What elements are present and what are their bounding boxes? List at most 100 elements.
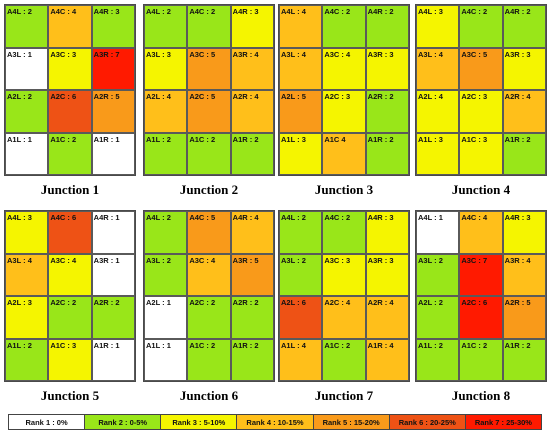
grid-cell: A3R : 3	[502, 47, 546, 90]
grid-cell: A4C : 6	[48, 211, 92, 254]
grid-cell: A3L : 4	[279, 47, 323, 90]
grid-cell: A1R : 1	[91, 338, 135, 381]
junction-title: Junction 1	[40, 182, 100, 197]
grid-cell: A1R : 2	[365, 132, 409, 175]
grid-cell: A1C 4	[322, 132, 366, 175]
grid-cell: A3R : 5	[230, 253, 274, 296]
junction-title: Junction 6	[179, 388, 239, 403]
grid-cell: A4C : 5	[187, 211, 231, 254]
junction-title: Junction 2	[179, 182, 239, 197]
grid-cell: A4R : 3	[91, 5, 135, 48]
grid-cell: A1L : 2	[416, 338, 460, 381]
grid-cell: A2L : 3	[5, 296, 49, 339]
junction-grid: A4L : 2 A4C : 2 A4R : 3 A3L : 3 A3C : 5 A3R :…	[143, 4, 275, 176]
legend-rank-1: Rank 1 : 0%	[9, 415, 86, 429]
grid-cell: A1L : 1	[5, 132, 49, 175]
grid-cell: A2R : 2	[365, 90, 409, 133]
grid-cell: A2R : 4	[502, 90, 546, 133]
grid-cell: A1C : 3	[48, 338, 92, 381]
grid-cell: A3C : 4	[322, 47, 366, 90]
grid-cell: A3L : 2	[144, 253, 188, 296]
grid-cell: A4C : 4	[48, 5, 92, 48]
grid-cell: A4C : 2	[459, 5, 503, 48]
grid-cell: A1L : 4	[279, 338, 323, 381]
grid-cell: A3R : 4	[230, 47, 274, 90]
junction-1: A4L : 2 A4C : 4 A4R : 3 A3L : 1 A3C : 3 A3R :…	[4, 4, 136, 197]
legend-rank-2: Rank 2 : 0-5%	[85, 415, 162, 429]
grid-cell: A3C : 5	[459, 47, 503, 90]
junction-grid: A4L : 3 A4C : 2 A4R : 2 A3L : 4 A3C : 5 A3R :…	[415, 4, 547, 176]
grid-cell: A2L : 2	[416, 296, 460, 339]
junction-grid: A4L : 3 A4C : 6 A4R : 1 A3L : 4 A3C : 4 A3R :…	[4, 210, 136, 382]
grid-cell: A3L : 2	[279, 253, 323, 296]
junction-title: Junction 7	[314, 388, 374, 403]
grid-cell: A2R : 2	[91, 296, 135, 339]
grid-cell: A2L : 2	[5, 90, 49, 133]
junction-grid: A4L : 2 A4C : 4 A4R : 3 A3L : 1 A3C : 3 A3R :…	[4, 4, 136, 176]
grid-cell: A4R : 2	[365, 5, 409, 48]
grid-cell: A2C : 3	[459, 90, 503, 133]
grid-cell: A3L : 4	[5, 253, 49, 296]
grid-cell: A4C : 4	[459, 211, 503, 254]
grid-cell: A4L : 4	[279, 5, 323, 48]
junction-6: A4L : 2 A4C : 5 A4R : 4 A3L : 2 A3C : 4 A3R :…	[143, 210, 275, 403]
grid-cell: A4L : 3	[5, 211, 49, 254]
grid-cell: A3R : 3	[365, 47, 409, 90]
grid-cell: A4R : 3	[230, 5, 274, 48]
grid-cell: A3C : 3	[322, 253, 366, 296]
grid-cell: A2C : 6	[459, 296, 503, 339]
legend-rank-5: Rank 5 : 15-20%	[313, 415, 390, 429]
grid-cell: A1L : 3	[416, 132, 460, 175]
grid-cell: A3R : 4	[502, 253, 546, 296]
junction-8: A4L : 1 A4C : 4 A4R : 3 A3L : 2 A3C : 7 A3R :…	[415, 210, 547, 403]
grid-cell: A1L : 3	[279, 132, 323, 175]
junction-title: Junction 3	[314, 182, 374, 197]
junction-grid: A4L : 1 A4C : 4 A4R : 3 A3L : 2 A3C : 7 A3R :…	[415, 210, 547, 382]
grid-cell: A2R : 5	[91, 90, 135, 133]
grid-cell: A3L : 1	[5, 47, 49, 90]
junction-grid: A4L : 2 A4C : 5 A4R : 4 A3L : 2 A3C : 4 A3R :…	[143, 210, 275, 382]
legend-rank-7: Rank 7 : 25-30%	[465, 415, 541, 429]
grid-cell: A2L : 4	[144, 90, 188, 133]
legend-rank-3: Rank 3 : 5-10%	[161, 415, 238, 429]
grid-cell: A1C : 2	[459, 338, 503, 381]
grid-cell: A4R : 1	[91, 211, 135, 254]
junction-title: Junction 5	[40, 388, 100, 403]
grid-cell: A1L : 1	[144, 338, 188, 381]
grid-cell: A4C : 2	[187, 5, 231, 48]
grid-cell: A1L : 2	[144, 132, 188, 175]
grid-cell: A2R : 2	[230, 296, 274, 339]
junction-5: A4L : 3 A4C : 6 A4R : 1 A3L : 4 A3C : 4 A3R :…	[4, 210, 136, 403]
grid-cell: A2R : 4	[230, 90, 274, 133]
junction-4: A4L : 3 A4C : 2 A4R : 2 A3L : 4 A3C : 5 A3R :…	[415, 4, 547, 197]
grid-cell: A4L : 2	[144, 211, 188, 254]
grid-cell: A3L : 2	[416, 253, 460, 296]
grid-cell: A2L : 1	[144, 296, 188, 339]
grid-cell: A4C : 2	[322, 5, 366, 48]
grid-cell: A2R : 5	[502, 296, 546, 339]
grid-cell: A4L : 2	[279, 211, 323, 254]
grid-cell: A3L : 4	[416, 47, 460, 90]
grid-cell: A3R : 3	[365, 253, 409, 296]
grid-cell: A1R : 2	[230, 338, 274, 381]
legend-rank-6: Rank 6 : 20-25%	[389, 415, 466, 429]
grid-cell: A3C : 5	[187, 47, 231, 90]
grid-cell: A3L : 3	[144, 47, 188, 90]
grid-cell: A2C : 3	[322, 90, 366, 133]
grid-cell: A2C : 2	[187, 296, 231, 339]
grid-cell: A1C : 2	[322, 338, 366, 381]
grid-cell: A2R : 4	[365, 296, 409, 339]
grid-cell: A1C : 2	[48, 132, 92, 175]
grid-cell: A1R : 2	[502, 338, 546, 381]
grid-cell: A4R : 3	[365, 211, 409, 254]
grid-cell: A3C : 4	[187, 253, 231, 296]
grid-cell: A4R : 3	[502, 211, 546, 254]
grid-cell: A4L : 2	[144, 5, 188, 48]
grid-cell: A2C : 4	[322, 296, 366, 339]
grid-cell: A1C : 2	[187, 132, 231, 175]
grid-cell: A1R : 4	[365, 338, 409, 381]
grid-cell: A4C : 2	[322, 211, 366, 254]
junction-grid: A4L : 4 A4C : 2 A4R : 2 A3L : 4 A3C : 4 A3R :…	[278, 4, 410, 176]
junction-title: Junction 8	[451, 388, 511, 403]
junction-3: A4L : 4 A4C : 2 A4R : 2 A3L : 4 A3C : 4 A3R :…	[278, 4, 410, 197]
